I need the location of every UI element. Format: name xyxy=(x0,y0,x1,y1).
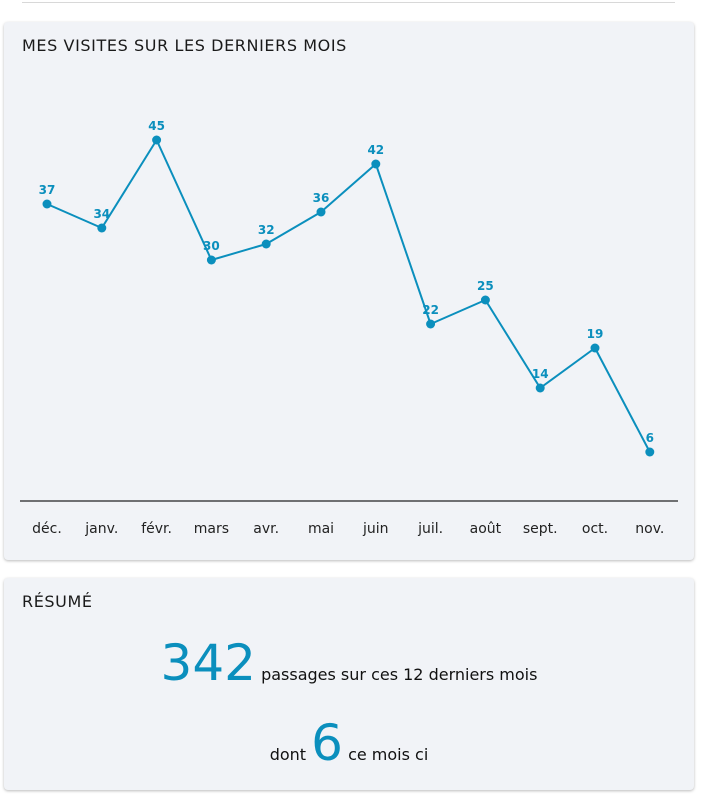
data-point xyxy=(261,239,271,249)
data-point xyxy=(645,447,655,457)
summary-card: RÉSUMÉ 342 passages sur ces 12 derniers … xyxy=(4,578,694,790)
data-point xyxy=(590,343,600,353)
data-label: 36 xyxy=(313,191,330,205)
x-tick-label: mai xyxy=(308,521,334,537)
data-point xyxy=(426,319,436,329)
total-visits-number: 342 xyxy=(160,634,256,692)
data-label: 14 xyxy=(532,367,549,381)
data-point xyxy=(480,295,490,305)
month-visits-number: 6 xyxy=(311,714,343,772)
data-label: 37 xyxy=(39,183,56,197)
data-label: 30 xyxy=(203,239,220,253)
data-label: 6 xyxy=(646,431,654,445)
summary-total-line: 342 passages sur ces 12 derniers mois xyxy=(4,638,694,688)
visits-chart-card: 37 34 45 30 32 36 42 22 25 14 19 6 déc. janv. févr. mar… xyxy=(4,22,694,560)
data-label: 45 xyxy=(148,119,165,133)
x-tick-label: avr. xyxy=(253,521,279,537)
data-point xyxy=(535,383,545,393)
data-label: 25 xyxy=(477,279,494,293)
x-tick-label: juil. xyxy=(417,521,443,537)
data-label: 32 xyxy=(258,223,275,237)
x-tick-label: févr. xyxy=(141,521,172,537)
top-divider xyxy=(22,2,675,3)
total-visits-label: passages sur ces 12 derniers mois xyxy=(261,665,538,684)
summary-month-line: dont 6 ce mois ci xyxy=(4,718,694,768)
x-tick-label: déc. xyxy=(32,521,62,537)
data-point xyxy=(42,199,52,209)
data-point xyxy=(97,223,107,233)
data-point xyxy=(371,159,381,169)
chart-card-title: MES VISITES SUR LES DERNIERS MOIS xyxy=(22,36,347,55)
series-line xyxy=(46,139,651,453)
x-tick-label: oct. xyxy=(582,521,608,537)
x-tick-label: août xyxy=(470,521,502,537)
data-label: 42 xyxy=(367,143,384,157)
x-tick-label: juin xyxy=(362,521,389,537)
data-label: 19 xyxy=(587,327,604,341)
data-label: 34 xyxy=(93,207,110,221)
visits-line-chart: 37 34 45 30 32 36 42 22 25 14 19 6 déc. janv. févr. mar… xyxy=(20,119,678,537)
month-visits-label: ce mois ci xyxy=(348,745,429,764)
data-point xyxy=(206,255,216,265)
data-label: 22 xyxy=(422,303,439,317)
x-tick-label: mars xyxy=(194,521,229,537)
data-point xyxy=(152,135,162,145)
x-tick-label: nov. xyxy=(635,521,664,537)
data-point xyxy=(316,207,326,217)
x-tick-label: janv. xyxy=(84,521,118,537)
x-tick-label: sept. xyxy=(523,521,558,537)
summary-card-title: RÉSUMÉ xyxy=(22,592,93,611)
month-prefix-label: dont xyxy=(269,745,307,764)
